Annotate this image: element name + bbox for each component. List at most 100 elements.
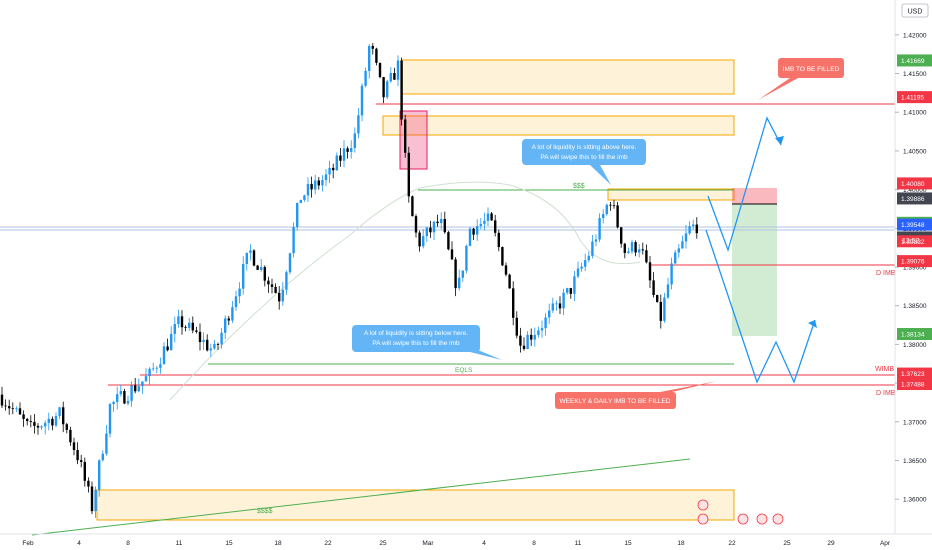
event-flag-icon[interactable] [697,513,709,525]
supply-zone-mid[interactable] [382,115,735,136]
candle [72,437,76,456]
x-tick-label: 18 [677,540,685,547]
candle [504,262,508,277]
candle [540,320,544,338]
candle [375,47,378,66]
imb-callout[interactable]: IMB TO BE FILLED [758,58,844,100]
candle [630,239,634,254]
price-tag[interactable]: 1.41669 [897,54,932,67]
candle [447,230,450,251]
candle [220,328,223,349]
candle [526,331,529,350]
moving-average-curve [169,181,641,401]
supply-zone-top[interactable] [401,59,735,95]
event-flag-icon[interactable] [756,513,768,525]
candle [8,399,11,415]
x-tick-label: 29 [827,540,835,547]
x-tick-label: 15 [624,540,632,547]
liquidity-above-callout[interactable]: A lot of liquidity is sitting above here… [522,139,646,185]
event-flag-icon[interactable] [772,513,784,525]
candle [486,207,490,226]
candle [238,282,241,304]
price-tag[interactable]: 1.40080 [897,177,932,190]
candle [69,426,72,446]
price-tag[interactable]: 1.37488 [897,378,932,391]
price-tag[interactable]: 1.37623 [897,367,932,380]
candle [317,176,320,190]
trendline-green[interactable] [31,458,691,536]
candle [278,286,281,310]
candle [137,378,140,393]
candle [148,367,151,385]
event-flag-icon[interactable] [697,499,709,511]
candle [587,251,590,263]
price-axis[interactable]: 1.42000 1.41500 1.41000 1.40500 1.40000 1.395… [894,0,932,534]
liquidity-below-callout[interactable]: A lot of liquidity is sitting below here… [352,325,502,360]
x-tick-label: 22 [324,540,332,547]
candle [519,327,522,353]
imb-callout-text: IMB TO BE FILLED [783,66,840,73]
demand-zone-bottom[interactable] [96,489,735,521]
x-tick-label: 22 [728,540,736,547]
y-tick-label: 1.38000 [903,342,927,349]
candle [666,277,670,300]
candle [353,127,356,153]
event-flag-icon[interactable] [737,513,749,525]
candle [314,174,317,195]
candle [15,406,18,413]
x-tick-label: 11 [575,540,582,547]
candle [580,262,583,272]
projection-up-path[interactable] [707,116,782,253]
candle [29,415,32,428]
candle [468,226,472,247]
event-icons[interactable] [697,499,784,525]
price-tag-label: 1.41195 [901,95,924,102]
price-tag[interactable]: 1.38134 [897,328,932,341]
currency-label: USD [908,9,923,16]
resistance-zone[interactable] [607,188,735,201]
candle [551,297,554,313]
candle [119,384,122,397]
candle [400,57,403,126]
currency-badge[interactable]: USD [901,3,929,18]
candle [116,386,119,410]
candle [101,450,104,462]
price-tag-label: 1.39332 [901,239,925,246]
candle [458,269,461,291]
projection-down-path[interactable] [705,229,816,384]
price-tag[interactable]: 1.39886 [897,192,932,205]
candle [465,244,468,274]
price-tag-label: 1.41669 [901,58,925,65]
candle [569,287,572,299]
time-axis[interactable]: Feb 4 8 11 15 18 22 25 Mar 4 8 11 15 18 22 25 29 Apr [0,533,932,547]
candle [209,343,212,357]
candle [90,481,94,515]
candle [166,338,169,352]
candle [180,310,184,335]
price-tag[interactable]: 1.39332 [897,235,932,248]
candle [227,315,230,326]
weekly-daily-imb-callout[interactable]: WEEKLY & DAILY IMB TO BE FILLED [555,381,718,409]
candle [638,244,641,258]
projection-down-arrowhead [808,320,817,328]
x-tick-label: 25 [379,540,387,547]
candle [411,195,414,217]
liquidity-below-line2: PA will swipe this to fill the imb [372,340,460,347]
price-tag[interactable]: 1.39076 [897,255,932,268]
price-tag[interactable]: 1.41195 [897,91,932,104]
dollars-bottom-label: $$$$ [257,508,273,515]
y-tick-label: 1.41000 [903,110,927,117]
candle [173,316,176,343]
projection-up-arrowhead [775,136,784,145]
candle [404,114,407,158]
stop-loss-zone[interactable] [732,188,777,204]
candle [342,140,346,168]
price-tag[interactable]: 1.39548 [897,218,932,231]
candle [591,234,594,259]
candle [533,327,536,347]
candle [688,221,691,236]
take-profit-zone[interactable] [732,204,777,336]
candle [414,214,418,238]
liquidity-above-line2: PA will swipe this to fill the imb [540,154,628,161]
